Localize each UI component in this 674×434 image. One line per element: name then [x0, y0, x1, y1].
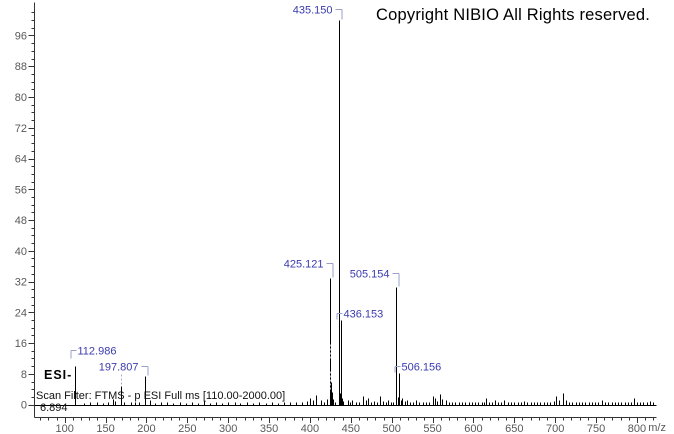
x-tick-label: 550 [423, 423, 441, 434]
y-tick-label: 48 [15, 215, 27, 227]
y-tick-label: 24 [15, 307, 27, 319]
x-tick-label: 100 [56, 423, 74, 434]
x-tick-label: 200 [137, 423, 155, 434]
y-tick-label: 64 [15, 154, 27, 166]
x-tick-label: 600 [464, 423, 482, 434]
y-tick-label: 16 [15, 338, 27, 350]
peak-label: 435.150 [293, 5, 333, 17]
x-tick-label: 350 [260, 423, 278, 434]
y-tick-label: 88 [15, 61, 27, 73]
retention-time-label: 6.894 [40, 402, 68, 414]
x-tick-label: 150 [96, 423, 114, 434]
y-tick-label: 0 [21, 400, 27, 412]
scan-filter-label: Scan Filter: FTMS - p ESI Full ms [110.0… [36, 390, 286, 402]
y-tick-label: 8 [21, 369, 27, 381]
x-axis-title: m/z [648, 422, 666, 434]
y-tick-label: 40 [15, 246, 27, 258]
peak-label: 436.153 [344, 309, 384, 321]
ionization-mode-label: ESI- [44, 368, 73, 382]
y-tick-label: 56 [15, 184, 27, 196]
x-tick-label: 700 [546, 423, 564, 434]
peak-label: 425.121 [284, 259, 324, 271]
x-tick-label: 400 [301, 423, 319, 434]
y-tick-label: 72 [15, 123, 27, 135]
peak-label: 506.156 [402, 362, 442, 374]
peak-label: 112.986 [78, 346, 117, 358]
x-tick-label: 300 [219, 423, 237, 434]
y-tick-label: 80 [15, 92, 27, 104]
x-tick-label: 800 [628, 423, 646, 434]
x-tick-label: 650 [505, 423, 523, 434]
x-tick-label: 750 [587, 423, 605, 434]
peak-label: 505.154 [350, 269, 390, 281]
y-tick-label: 96 [15, 30, 27, 42]
peak-label: 197.807 [99, 362, 139, 374]
x-tick-label: 250 [178, 423, 196, 434]
x-tick-label: 500 [383, 423, 401, 434]
y-tick-label: 32 [15, 277, 27, 289]
copyright-notice: Copyright NIBIO All Rights reserved. [376, 6, 651, 24]
x-tick-label: 450 [342, 423, 360, 434]
